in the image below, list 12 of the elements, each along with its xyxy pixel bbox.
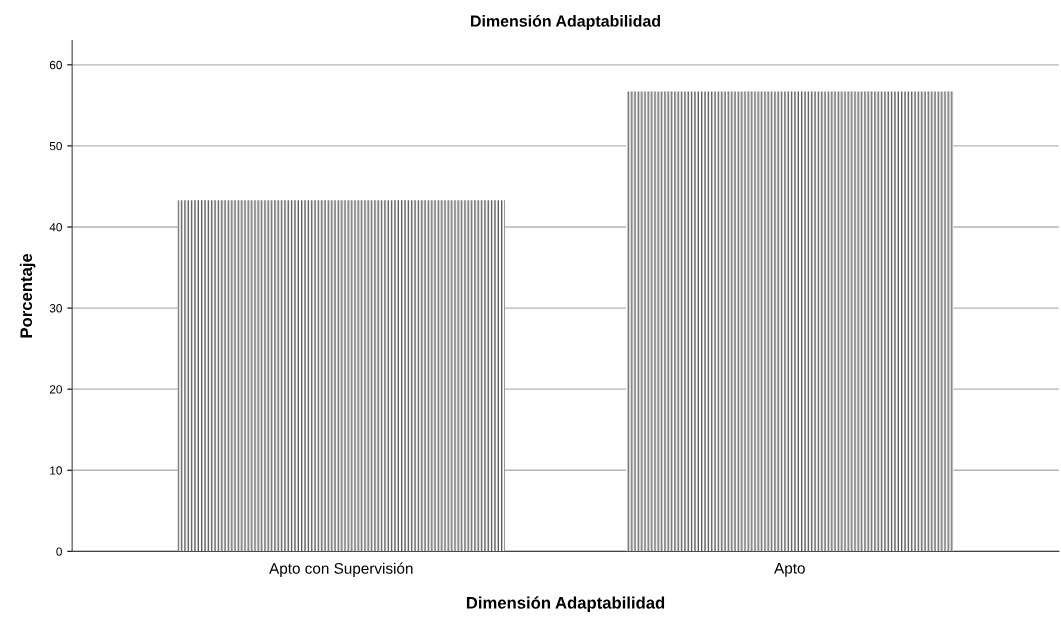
y-axis-title: Porcentaje [19,253,36,338]
y-tick-label: 0 [56,547,62,556]
y-tick-label: 60 [49,60,62,70]
y-tick-label: 40 [49,223,62,232]
x-tick-label: Apto [774,563,805,577]
y-tick-label: 30 [49,304,62,313]
chart-title: Dimensión Adaptabilidad [471,14,661,30]
x-tick-label: Apto con Supervisión [269,562,413,577]
y-tick-label: 10 [50,466,62,475]
x-axis-title: Dimensión Adaptabilidad [466,596,665,613]
y-tick-label: 50 [49,141,62,151]
y-tick-label: 20 [49,385,62,394]
